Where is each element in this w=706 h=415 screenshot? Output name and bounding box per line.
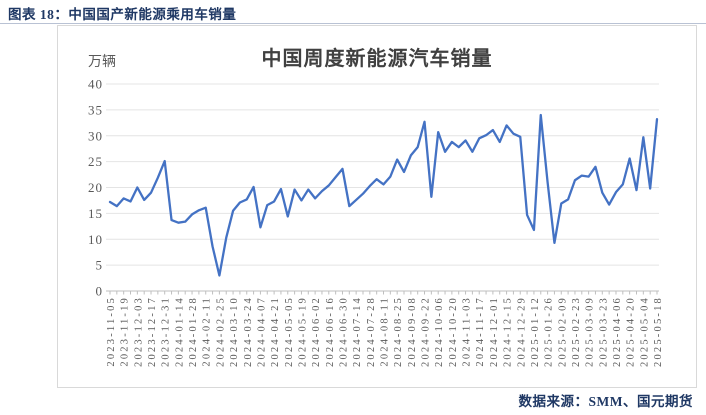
- svg-text:2024-07-14: 2024-07-14: [352, 296, 363, 367]
- svg-text:2023-12-17: 2023-12-17: [147, 296, 158, 367]
- svg-text:2024-12-15: 2024-12-15: [503, 296, 514, 367]
- svg-text:30: 30: [88, 128, 103, 143]
- svg-text:2024-06-02: 2024-06-02: [311, 296, 322, 367]
- header-divider: [0, 23, 706, 24]
- svg-text:2024-08-11: 2024-08-11: [380, 296, 391, 367]
- y-gridlines: [106, 83, 659, 266]
- svg-text:2024-05-19: 2024-05-19: [297, 296, 308, 367]
- svg-text:2024-01-14: 2024-01-14: [174, 296, 185, 367]
- svg-text:35: 35: [88, 102, 103, 117]
- svg-text:2025-02-23: 2025-02-23: [571, 296, 582, 367]
- svg-text:2025-03-09: 2025-03-09: [585, 296, 596, 367]
- svg-text:2024-06-16: 2024-06-16: [325, 296, 336, 367]
- svg-text:0: 0: [96, 284, 104, 299]
- svg-text:2024-08-25: 2024-08-25: [393, 296, 404, 367]
- svg-text:2024-02-25: 2024-02-25: [215, 296, 226, 367]
- y-axis-unit-label: 万辆: [88, 55, 116, 70]
- svg-text:2023-12-03: 2023-12-03: [133, 296, 144, 367]
- svg-text:2024-06-30: 2024-06-30: [338, 296, 349, 367]
- x-axis: [106, 290, 659, 295]
- svg-text:2023-12-31: 2023-12-31: [161, 296, 172, 367]
- svg-text:25: 25: [88, 154, 103, 169]
- svg-text:20: 20: [88, 180, 103, 195]
- page-title: 图表 18：中国国产新能源乘用车销量: [8, 7, 237, 22]
- data-source-note: 数据来源：SMM、国元期货: [518, 394, 693, 409]
- svg-text:2025-02-09: 2025-02-09: [557, 296, 568, 367]
- svg-text:2024-04-07: 2024-04-07: [256, 296, 267, 367]
- svg-text:2025-03-23: 2025-03-23: [598, 296, 609, 367]
- svg-text:2024-10-06: 2024-10-06: [434, 296, 445, 367]
- svg-text:2025-04-06: 2025-04-06: [612, 296, 623, 367]
- sales-line-series: [108, 113, 659, 277]
- svg-text:2025-04-20: 2025-04-20: [626, 296, 637, 367]
- svg-text:15: 15: [88, 206, 103, 221]
- svg-text:2024-05-05: 2024-05-05: [284, 296, 295, 367]
- x-axis-labels: 2023-11-05 2023-11-19 2023-12-03 2023-12-17…: [106, 296, 664, 367]
- svg-text:2024-07-28: 2024-07-28: [366, 296, 377, 367]
- svg-text:40: 40: [88, 77, 103, 92]
- svg-text:2024-09-22: 2024-09-22: [421, 296, 432, 367]
- svg-text:2024-03-10: 2024-03-10: [229, 296, 240, 367]
- svg-text:2024-01-28: 2024-01-28: [188, 296, 199, 367]
- svg-text:2024-11-17: 2024-11-17: [475, 296, 486, 367]
- svg-text:2025-01-12: 2025-01-12: [530, 296, 541, 367]
- svg-text:2024-12-01: 2024-12-01: [489, 296, 500, 367]
- svg-text:5: 5: [96, 258, 104, 273]
- svg-text:2024-11-03: 2024-11-03: [462, 296, 473, 367]
- svg-text:2024-04-21: 2024-04-21: [270, 296, 281, 367]
- svg-text:2024-03-24: 2024-03-24: [243, 296, 254, 367]
- svg-text:2025-01-26: 2025-01-26: [544, 296, 555, 367]
- svg-text:2023-11-05: 2023-11-05: [106, 296, 117, 367]
- svg-text:2025-05-18: 2025-05-18: [653, 296, 664, 367]
- y-axis-labels: 0 5 10 15 20 25 30 35 40: [88, 77, 104, 299]
- svg-text:2024-10-20: 2024-10-20: [448, 296, 459, 367]
- chart-container: 0 5 10 15 20 25 30 35 40 2023-11-05 2023-11-19 202…: [57, 25, 697, 388]
- svg-text:2024-09-08: 2024-09-08: [407, 296, 418, 367]
- svg-text:2024-02-11: 2024-02-11: [202, 296, 213, 367]
- svg-text:2023-11-19: 2023-11-19: [120, 296, 131, 367]
- chart-title: 中国周度新能源汽车销量: [261, 48, 493, 70]
- svg-text:10: 10: [88, 232, 103, 247]
- svg-text:2025-05-04: 2025-05-04: [639, 296, 650, 367]
- svg-text:2024-12-29: 2024-12-29: [516, 296, 527, 367]
